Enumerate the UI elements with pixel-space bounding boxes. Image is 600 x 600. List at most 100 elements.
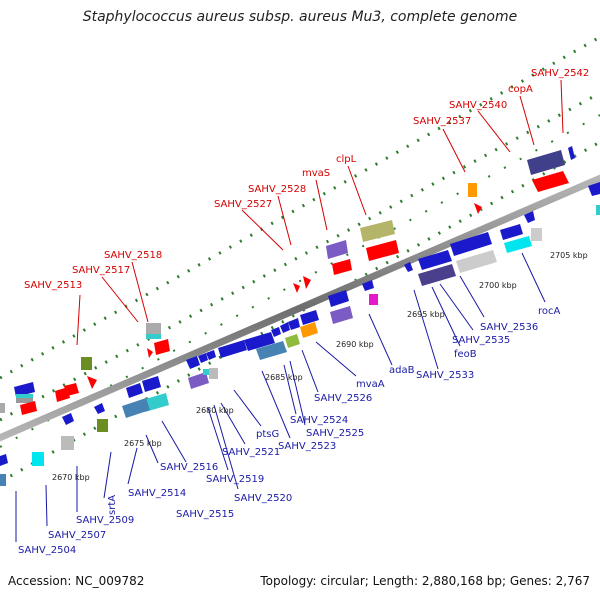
gene-feature[interactable] — [330, 306, 353, 324]
gene-feature[interactable] — [87, 376, 97, 389]
gene-feature[interactable] — [450, 232, 492, 256]
gene-feature[interactable] — [271, 327, 281, 337]
gene-feature[interactable] — [300, 310, 319, 325]
gene-feature[interactable] — [209, 368, 218, 379]
gene-feature[interactable] — [263, 335, 272, 345]
gene-feature[interactable] — [532, 171, 569, 192]
gene-feature[interactable] — [32, 452, 44, 466]
gene-feature[interactable] — [285, 334, 300, 348]
gene-label[interactable]: SAHV_2509 — [76, 515, 134, 526]
gene-feature[interactable] — [332, 259, 352, 275]
gene-feature[interactable] — [218, 340, 247, 358]
gene-feature[interactable] — [328, 290, 349, 307]
gene-label[interactable]: SAHV_2535 — [452, 335, 510, 346]
gene-feature[interactable] — [568, 146, 575, 160]
gene-label[interactable]: SAHV_2514 — [128, 488, 186, 499]
gene-label[interactable]: srtA — [107, 495, 118, 515]
gene-label[interactable]: SAHV_2518 — [104, 250, 162, 261]
gene-feature[interactable] — [300, 322, 318, 338]
gene-feature[interactable] — [0, 454, 8, 466]
gene-feature[interactable] — [203, 369, 211, 375]
gene-feature[interactable] — [531, 228, 542, 241]
gene-feature[interactable] — [146, 323, 161, 335]
gene-feature[interactable] — [122, 398, 150, 418]
gene-label[interactable]: SAHV_2533 — [416, 370, 474, 381]
gene-label[interactable]: SAHV_2520 — [234, 493, 292, 504]
gene-label[interactable]: SAHV_2521 — [222, 447, 280, 458]
gene-label[interactable]: mvaS — [302, 168, 330, 179]
gene-feature[interactable] — [206, 350, 216, 360]
gene-label[interactable]: SAHV_2542 — [531, 68, 589, 79]
scale-label: 2670 kbp — [52, 473, 90, 482]
gene-label[interactable]: SAHV_2536 — [480, 322, 538, 333]
gene-feature[interactable] — [293, 283, 300, 293]
gene-feature[interactable] — [504, 236, 532, 253]
gene-feature[interactable] — [474, 203, 482, 214]
gene-feature[interactable] — [188, 372, 209, 389]
gene-label[interactable]: SAHV_2513 — [24, 280, 82, 291]
gene-label[interactable]: SAHV_2516 — [160, 462, 218, 473]
gene-feature[interactable] — [81, 357, 92, 370]
gene-label[interactable]: ptsG — [256, 429, 279, 440]
gene-feature[interactable] — [62, 413, 74, 425]
gene-feature[interactable] — [418, 264, 456, 286]
scale-label: 2705 kbp — [550, 251, 588, 260]
gene-label[interactable]: adaB — [389, 365, 415, 376]
gene-feature[interactable] — [326, 240, 348, 259]
gene-label[interactable]: rocA — [538, 306, 561, 317]
gene-feature[interactable] — [288, 318, 300, 330]
gene-label[interactable]: SAHV_2504 — [18, 545, 76, 556]
gene-feature[interactable] — [61, 436, 74, 450]
gene-feature[interactable] — [468, 183, 477, 197]
gene-label[interactable]: SAHV_2540 — [449, 100, 507, 111]
scale-label: 2680 kbp — [196, 406, 234, 415]
gene-label[interactable]: feoB — [454, 349, 477, 360]
gene-feature[interactable] — [360, 220, 395, 242]
gene-feature[interactable] — [369, 294, 378, 305]
gene-feature[interactable] — [303, 276, 311, 289]
gene-feature[interactable] — [418, 250, 452, 270]
gene-label[interactable]: copA — [508, 84, 533, 95]
gene-feature[interactable] — [198, 353, 208, 363]
gene-label[interactable]: SAHV_2515 — [176, 509, 234, 520]
genome-title: Staphylococcus aureus subsp. aureus Mu3,… — [82, 9, 518, 25]
gene-label[interactable]: SAHV_2524 — [290, 415, 348, 426]
gene-feature[interactable] — [256, 341, 287, 360]
gene-feature[interactable] — [20, 401, 37, 415]
gene-feature[interactable] — [97, 419, 108, 432]
gene-feature[interactable] — [524, 211, 535, 223]
gene-feature[interactable] — [16, 398, 33, 403]
gene-feature[interactable] — [186, 356, 200, 369]
gene-label[interactable]: SAHV_2519 — [206, 474, 264, 485]
gene-feature[interactable] — [527, 150, 565, 175]
gene-feature[interactable] — [64, 383, 79, 396]
gene-label[interactable]: SAHV_2528 — [248, 184, 306, 195]
gene-label[interactable]: clpL — [336, 154, 357, 165]
gene-label[interactable]: SAHV_2525 — [306, 428, 364, 439]
gene-feature[interactable] — [456, 250, 497, 273]
gene-feature[interactable] — [142, 376, 161, 392]
gene-feature[interactable] — [588, 182, 600, 196]
gene-label[interactable]: SAHV_2526 — [314, 393, 372, 404]
gene-feature[interactable] — [126, 383, 143, 398]
gene-feature[interactable] — [0, 474, 6, 486]
gene-label[interactable]: SAHV_2537 — [413, 116, 471, 127]
gene-feature[interactable] — [147, 348, 153, 358]
gene-label[interactable]: mvaA — [356, 379, 385, 390]
gene-label[interactable]: SAHV_2517 — [72, 265, 130, 276]
gene-label[interactable]: SAHV_2527 — [214, 199, 272, 210]
gene-feature[interactable] — [94, 403, 105, 414]
gene-feature[interactable] — [362, 280, 374, 291]
gene-feature[interactable] — [14, 382, 35, 397]
gene-feature[interactable] — [154, 339, 170, 355]
gene-feature[interactable] — [366, 240, 399, 261]
gene-feature[interactable] — [596, 205, 600, 215]
gene-feature[interactable] — [280, 322, 290, 333]
gene-feature[interactable] — [146, 334, 161, 339]
gene-label[interactable]: SAHV_2507 — [48, 530, 106, 541]
gene-feature[interactable] — [500, 224, 523, 240]
gene-feature[interactable] — [0, 403, 5, 413]
gene-feature[interactable] — [404, 262, 413, 272]
gene-feature[interactable] — [16, 394, 33, 398]
gene-label[interactable]: SAHV_2523 — [278, 441, 336, 452]
